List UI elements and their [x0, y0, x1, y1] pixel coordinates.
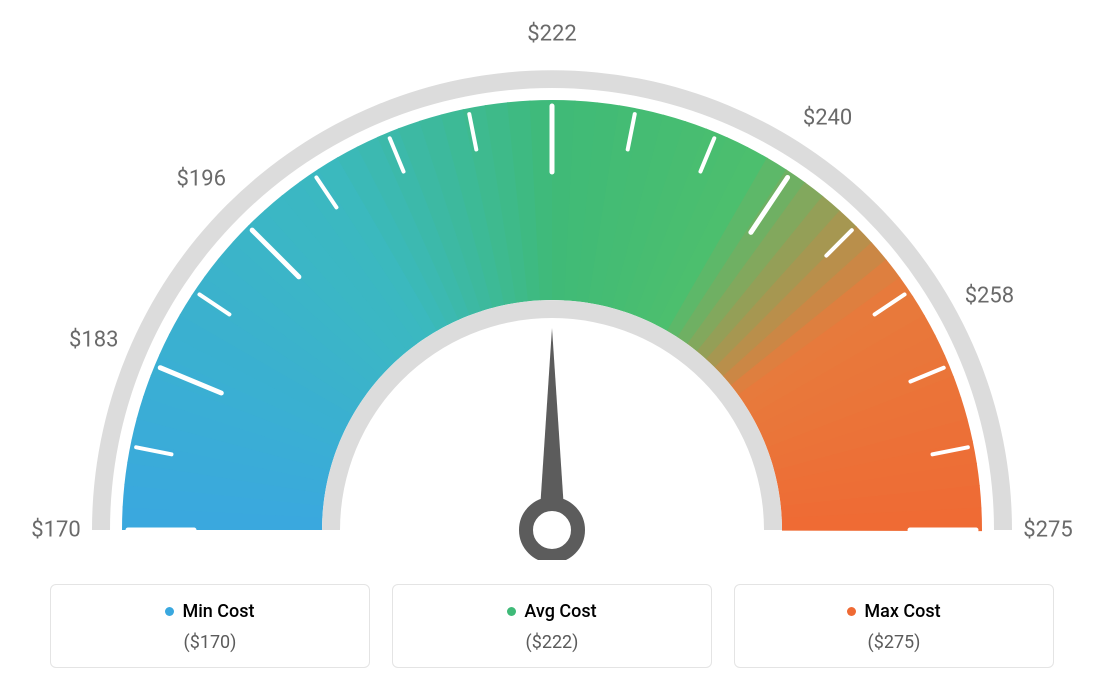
legend-label-max: Max Cost [864, 601, 940, 622]
legend-card-avg: Avg Cost ($222) [392, 584, 712, 668]
legend-row: Min Cost ($170) Avg Cost ($222) Max Cost… [50, 584, 1054, 668]
legend-title-min: Min Cost [165, 601, 254, 622]
legend-card-min: Min Cost ($170) [50, 584, 370, 668]
legend-label-avg: Avg Cost [524, 601, 596, 622]
legend-title-avg: Avg Cost [507, 601, 596, 622]
legend-dot-max [847, 607, 856, 616]
gauge-tick-label: $196 [177, 167, 226, 192]
legend-value-max: ($275) [745, 632, 1043, 653]
legend-dot-min [165, 607, 174, 616]
gauge-tick-label: $183 [69, 328, 118, 353]
gauge-tick-label: $222 [527, 22, 576, 47]
legend-card-max: Max Cost ($275) [734, 584, 1054, 668]
gauge-tick-label: $170 [31, 518, 80, 543]
gauge-tick-label: $275 [1023, 518, 1072, 543]
gauge-chart: $170 $183 $196 $222 $240 $258 $275 [0, 0, 1104, 560]
gauge-tick-label: $258 [965, 284, 1014, 309]
gauge-tick-label: $240 [803, 105, 852, 130]
legend-value-min: ($170) [61, 632, 359, 653]
legend-title-max: Max Cost [847, 601, 940, 622]
legend-label-min: Min Cost [182, 601, 254, 622]
legend-dot-avg [507, 607, 516, 616]
legend-value-avg: ($222) [403, 632, 701, 653]
gauge-svg [0, 0, 1104, 560]
